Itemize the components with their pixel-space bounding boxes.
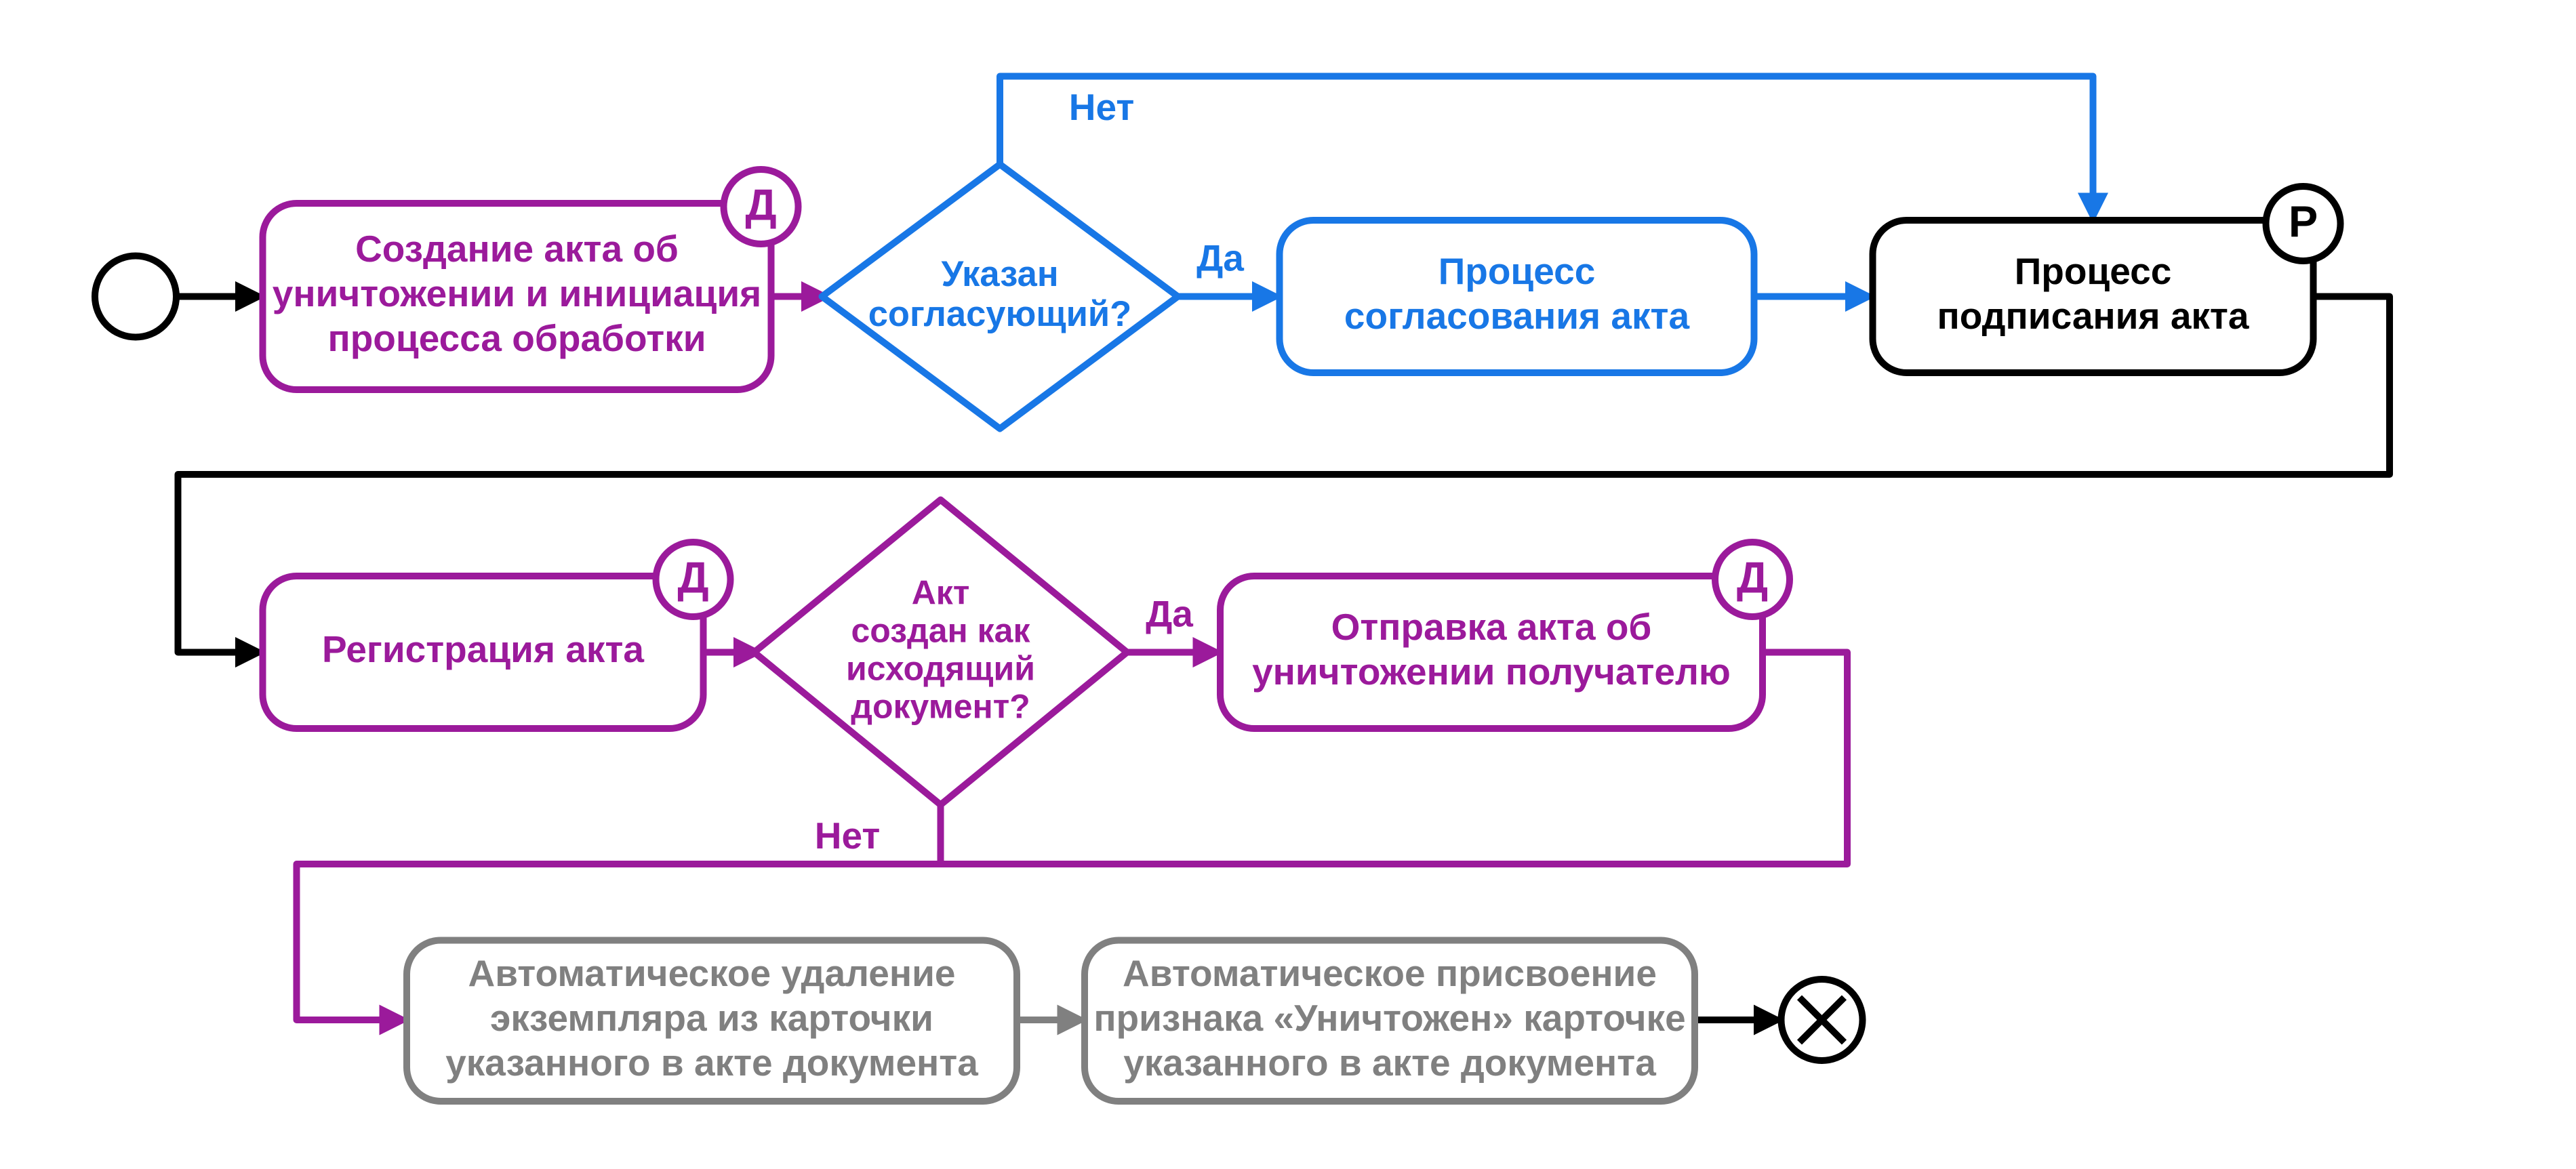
node-text: Автоматическое удаление	[468, 952, 956, 994]
node-text: Процесс	[1438, 250, 1596, 292]
node-text: согласующий?	[868, 294, 1132, 334]
badge-text: Р	[2289, 197, 2318, 247]
node-text: указанного в акте документа	[1123, 1042, 1656, 1084]
node-text: Автоматическое присвоение	[1123, 952, 1657, 994]
badge-text: Д	[745, 180, 776, 230]
node-text: согласования акта	[1344, 295, 1690, 337]
node-auto1: Автоматическое удалениеэкземпляра из кар…	[407, 941, 1017, 1102]
flowchart-canvas: Да Нет Да Нет Создание акта обуничтожении и …	[0, 0, 2576, 1169]
node-approve: Процесссогласования акта	[1280, 220, 1754, 373]
edge-label: Да	[1196, 237, 1244, 279]
node-text: Акт	[912, 574, 970, 612]
edge-label: Нет	[815, 815, 881, 857]
node-text: процесса обработки	[327, 317, 706, 359]
edge	[1000, 77, 2093, 221]
node-start	[95, 256, 176, 337]
edge-label: Да	[1146, 593, 1193, 635]
node-text: признака «Уничтожен» карточке	[1093, 997, 1685, 1039]
edge-label: Нет	[1069, 86, 1135, 128]
node-text: указанного в акте документа	[445, 1042, 978, 1084]
node-create: Создание акта обуничтожении и инициацияп…	[263, 169, 799, 390]
node-text: Регистрация акта	[322, 628, 644, 670]
node-text: подписания акта	[1937, 295, 2249, 337]
node-sign: Процессподписания акта Р	[1873, 186, 2341, 373]
node-text: Отправка акта об	[1331, 606, 1652, 648]
node-register: Регистрация акта Д	[263, 542, 731, 729]
node-text: Указан	[941, 254, 1058, 294]
node-text: документ?	[851, 688, 1030, 726]
badge-text: Д	[1737, 553, 1768, 602]
nodes-layer: Создание акта обуничтожении и инициацияп…	[95, 165, 2341, 1102]
node-text: создан как	[851, 612, 1030, 650]
node-text: Процесс	[2015, 250, 2172, 292]
node-end	[1782, 979, 1863, 1061]
node-text: уничтожении получателю	[1252, 651, 1731, 693]
node-dec2: Актсоздан какисходящийдокумент?	[754, 500, 1127, 805]
node-dec1: Указансогласующий?	[822, 165, 1178, 429]
node-text: исходящий	[846, 650, 1035, 688]
node-text: уничтожении и инициация	[273, 272, 761, 314]
node-send: Отправка акта обуничтожении получателю Д	[1220, 542, 1790, 729]
badge-text: Д	[677, 553, 708, 602]
node-text: Создание акта об	[355, 228, 679, 270]
node-auto2: Автоматическое присвоениепризнака «Уничт…	[1085, 941, 1695, 1102]
node-text: экземпляра из карточки	[490, 997, 933, 1039]
